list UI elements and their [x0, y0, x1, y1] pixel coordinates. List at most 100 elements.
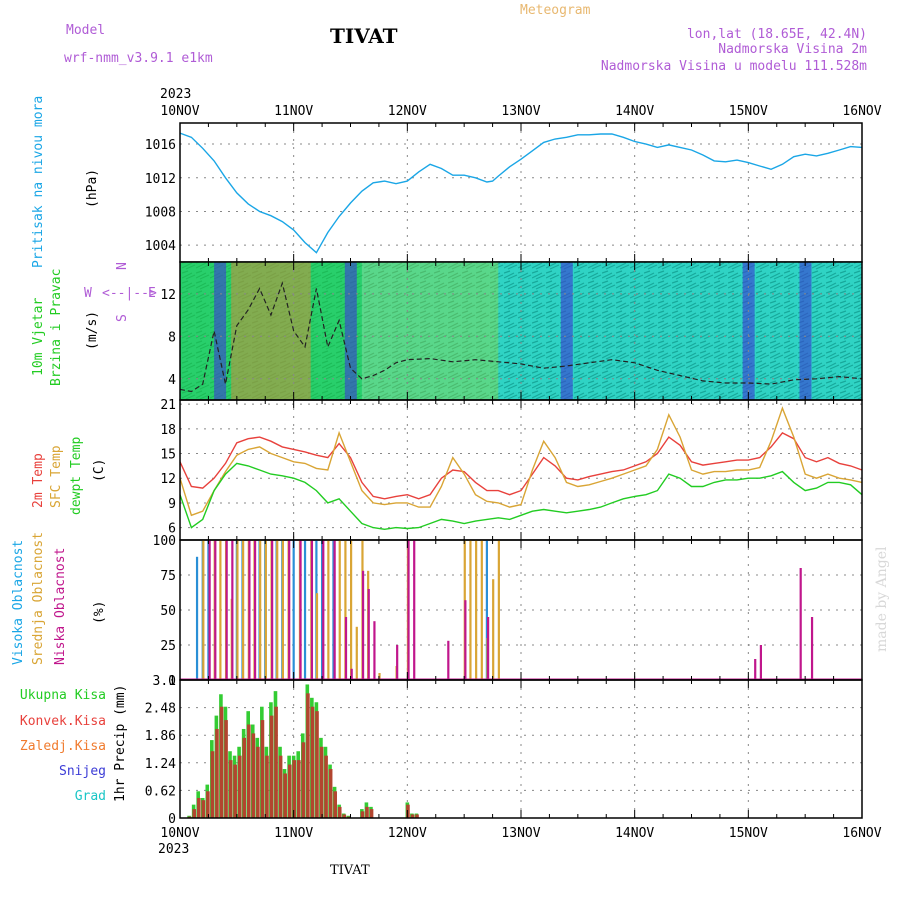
bar [219, 706, 224, 818]
cloud-ylabel-low: Niska Oblacnost [53, 548, 68, 665]
y-tick-label: 1004 [145, 239, 176, 254]
bar [264, 540, 267, 680]
bar [344, 617, 348, 680]
wind-barb-region-lime [361, 262, 499, 400]
top-x-tick-label: 16NOV [842, 104, 881, 119]
bar [297, 760, 301, 818]
compass-arrows-icon: <--|--> [102, 286, 157, 301]
y-tick-label: 1016 [145, 138, 176, 153]
panel-frame [179, 399, 863, 541]
bar [310, 706, 315, 818]
bar [215, 728, 219, 818]
bar [306, 693, 310, 818]
meteogram-title: Meteogram [520, 3, 591, 18]
precip-legend-conv: Konvek.Kisa [20, 714, 106, 729]
bar [315, 711, 319, 818]
bar [237, 755, 242, 818]
bar [464, 600, 467, 680]
y-tick-label: 21 [160, 398, 176, 413]
temp-ylabel-sfc: SFC Temp [49, 445, 64, 508]
top-x-tick-label: 13NOV [501, 104, 540, 119]
elevation-label: Nadmorska Visina 2m [718, 42, 867, 57]
pressure-unit: (hPa) [85, 169, 100, 208]
bar [269, 715, 274, 818]
bar [759, 645, 762, 680]
y-tick-label: 100 [153, 534, 176, 549]
bar [224, 720, 228, 818]
temp-ylabel-dewpt: dewpt Temp [69, 437, 84, 515]
lonlat-label: lon,lat (18.65E, 42.4N) [687, 27, 867, 42]
top-x-axis-labels: 10NOV 11NOV 12NOV 13NOV 14NOV 15NOV 16NOV [160, 104, 881, 119]
bottom-x-tick-label: 11NOV [274, 826, 313, 841]
bar [247, 724, 251, 818]
compass-south: S [115, 314, 130, 322]
precip-panel: 3.1 2.48 1.86 1.24 0.62 0 [145, 674, 863, 827]
bar [303, 540, 307, 680]
bar [206, 791, 210, 818]
wind-ylabel-1: 10m Vjetar [31, 298, 46, 376]
y-tick-label: 1012 [145, 172, 176, 187]
wind-compass: N S W E <--|--> [84, 262, 157, 322]
bar [271, 540, 274, 680]
y-tick-label: 15 [160, 448, 176, 463]
compass-east: E [148, 286, 156, 301]
y-tick-label: 18 [160, 423, 176, 438]
panel-frame [179, 122, 863, 263]
bar [207, 540, 210, 680]
y-tick-label: 0 [168, 674, 176, 689]
temperature-panel: 21 18 15 12 9 6 [160, 398, 863, 541]
compass-west: W [84, 286, 92, 301]
bar [192, 809, 197, 818]
bar [322, 540, 325, 680]
bar [365, 806, 369, 818]
precip-legend-snow: Snijeg [59, 764, 106, 779]
bar [259, 540, 262, 680]
bar [196, 797, 201, 818]
bottom-x-tick-label: 14NOV [615, 826, 654, 841]
bar [319, 746, 324, 818]
wind-barb-region-orange [231, 262, 311, 400]
bar [406, 804, 410, 818]
bar [324, 755, 328, 818]
bar [219, 540, 222, 680]
wind-unit: (m/s) [85, 311, 100, 350]
bar [265, 755, 269, 818]
wind-panel: 12 8 4 [160, 261, 863, 401]
bar [281, 540, 284, 680]
bar [480, 540, 483, 680]
cloud-ylabel-high: Visoka Oblacnost [11, 540, 26, 665]
bar [485, 540, 488, 680]
bar [214, 540, 217, 680]
bar [251, 733, 256, 818]
bar [475, 540, 478, 680]
bar [469, 540, 472, 680]
credit-label: made by Angel [874, 546, 890, 652]
bar [236, 540, 239, 680]
bar [274, 706, 278, 818]
series-line [179, 132, 863, 254]
bar [410, 814, 415, 818]
y-tick-label: 4 [168, 373, 176, 388]
bar [754, 659, 757, 680]
bar [360, 811, 365, 818]
bar [260, 720, 265, 818]
bar [338, 540, 341, 680]
station-title: TIVAT [330, 24, 398, 48]
model-elevation-label: Nadmorska Visina u modelu 111.528m [601, 59, 867, 74]
y-tick-label: 1.24 [145, 757, 176, 772]
bar [344, 540, 347, 680]
bar [378, 673, 381, 680]
bar [320, 540, 324, 680]
bar [497, 540, 500, 680]
bar [369, 809, 374, 818]
bar [361, 570, 365, 680]
wind-barb-region-blue [560, 262, 573, 400]
bar [242, 540, 245, 680]
model-name: wrf-nmm_v3.9.1 e1km [64, 51, 213, 66]
precip-unit: 1hr Precip (mm) [113, 685, 128, 802]
bar [367, 589, 370, 680]
bottom-x-tick-label: 15NOV [729, 826, 768, 841]
precip-legend-frozen: Zaledj.Kisa [20, 739, 106, 754]
y-tick-label: 0 [168, 812, 176, 827]
y-tick-label: 12 [160, 472, 176, 487]
